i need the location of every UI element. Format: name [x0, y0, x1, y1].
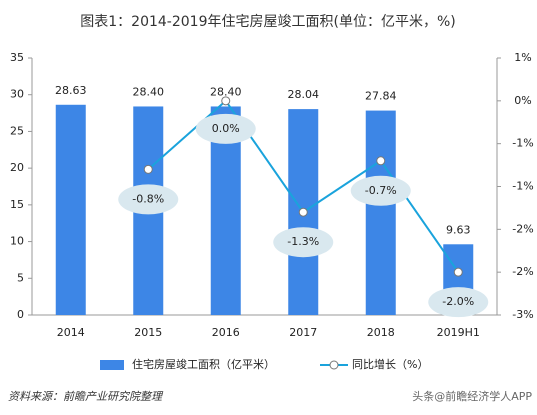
line-label: -0.7%	[365, 184, 397, 197]
bar-label: 28.04	[288, 88, 320, 101]
legend-swatch	[100, 360, 124, 370]
y-tick-label: 5	[17, 271, 24, 284]
legend-label: 住宅房屋竣工面积（亿平米）	[132, 357, 275, 371]
chart-title: 图表1：2014-2019年住宅房屋竣工面积(单位：亿平米，%)	[80, 14, 455, 30]
y-tick-label: 25	[10, 124, 24, 137]
line-label: -0.8%	[132, 192, 164, 205]
source: 资料来源：前瞻产业研究院整理	[8, 390, 164, 403]
bar-label: 28.40	[133, 85, 165, 98]
line-label: -1.3%	[287, 235, 319, 248]
label-bubble	[273, 227, 334, 258]
x-tick-label: 2017	[289, 326, 317, 339]
y-tick-label: 0	[17, 308, 24, 321]
line-marker	[143, 164, 153, 174]
label-bubble	[350, 175, 411, 206]
y2-tick-label: -3%	[512, 308, 533, 321]
bar-label: 28.40	[210, 85, 242, 98]
y-tick-label: 20	[10, 161, 24, 174]
x-tick-label: 2019H1	[437, 326, 480, 339]
y-tick-label: 10	[10, 235, 24, 248]
bar-label: 27.84	[365, 90, 397, 103]
legend-label: 同比增长（%）	[352, 357, 428, 371]
bar-label: 28.63	[55, 84, 87, 97]
x-tick-label: 2015	[134, 326, 162, 339]
y-tick-label: 15	[10, 198, 24, 211]
y-tick-label: 30	[10, 88, 24, 101]
x-tick-label: 2016	[212, 326, 240, 339]
y2-tick-label: 1%	[514, 51, 531, 64]
bar	[365, 110, 396, 315]
label-bubble	[195, 113, 256, 144]
line-marker	[298, 207, 308, 217]
line-label: 0.0%	[212, 122, 240, 135]
y2-tick-label: -2%	[512, 265, 533, 278]
y2-tick-label: -1%	[512, 137, 533, 150]
x-tick-label: 2014	[57, 326, 85, 339]
y2-tick-label: 0%	[514, 94, 531, 107]
bar-label: 9.63	[446, 223, 471, 236]
label-bubble	[428, 287, 489, 318]
y2-tick-label: -2%	[512, 222, 533, 235]
bar	[55, 104, 86, 315]
y-tick-label: 35	[10, 51, 24, 64]
y2-tick-label: -1%	[512, 180, 533, 193]
legend-swatch	[329, 360, 339, 370]
line-marker	[221, 96, 231, 106]
line-marker	[453, 267, 463, 277]
line-marker	[376, 156, 386, 166]
watermark: 头条@前瞻经济学人APP	[412, 389, 532, 403]
x-tick-label: 2018	[367, 326, 395, 339]
label-bubble	[118, 184, 179, 215]
line-label: -2.0%	[442, 295, 474, 308]
